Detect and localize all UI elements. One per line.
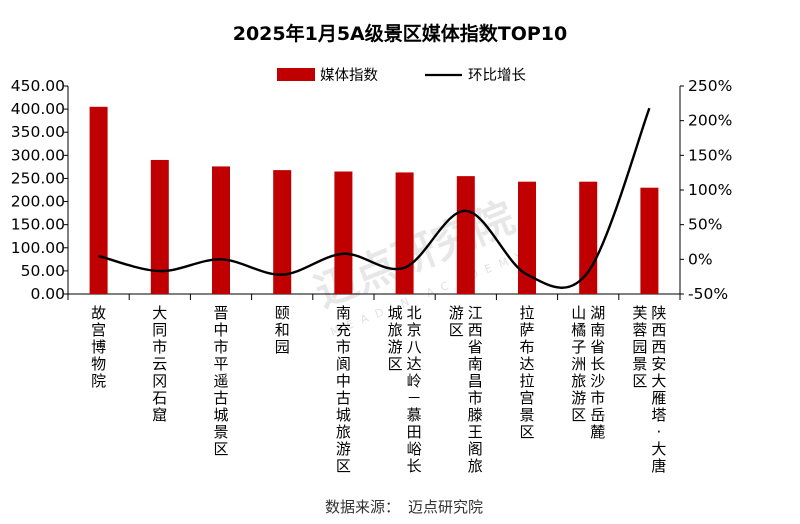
category-labels: 故宫博物院 大同市云冈石窟 晋中市平遥古城景区 颐和园 南充市阆中古城旅游区 北京八达岭－… [91,304,666,475]
category-label: 拉萨布达拉宫景区 [519,304,534,441]
category-label: 南充市阆中古城旅游区 [336,304,351,475]
category-label-column: 湖南省长沙市岳麓 [590,304,605,441]
right-axis-tick-label: 150% [688,146,732,164]
right-axis-tick-label: 0% [688,250,713,268]
category-label-column: 南充市阆中古城旅游区 [336,304,351,475]
category-label: 颐和园 [275,304,290,356]
right-axis-ticks: -50% 0% 50% 100% 150% 200% 250% [680,77,732,303]
left-axis-tick-label: 250.00 [11,169,65,187]
left-axis-tick-label: 100.00 [11,239,65,257]
bar [273,170,292,294]
category-label-column: 拉萨布达拉宫景区 [519,304,534,441]
category-label: 故宫博物院 [91,304,106,390]
right-axis-tick-label: 100% [688,181,732,199]
bar [89,106,108,294]
legend-bar-label: 媒体指数 [320,67,378,84]
bar [334,171,353,294]
category-label-column: 芙蓉园景区 [632,304,647,390]
right-axis-tick-label: 250% [688,77,732,95]
source-name: 迈点研究院 [408,498,483,516]
category-label-column: 城旅游区 [388,304,403,373]
left-axis-tick-label: 400.00 [11,100,65,118]
category-label-column: 游区 [449,304,464,339]
right-axis-tick-label: -50% [688,285,728,303]
left-axis-tick-label: 50.00 [21,262,65,280]
legend-line-label: 环比增长 [468,67,526,84]
bar [150,159,169,294]
bar [518,181,536,294]
category-label-column: 大同市云冈石窟 [152,304,167,424]
category-label: 晋中市平遥古城景区 [213,304,228,458]
bar-series [89,106,659,294]
left-axis-tick-label: 300.00 [11,146,65,164]
bar [212,166,230,294]
category-label: 大同市云冈石窟 [152,304,167,424]
category-label-column: 晋中市平遥古城景区 [213,304,228,458]
bar [395,172,414,294]
left-axis-tick-label: 0.00 [30,285,65,303]
bar [579,181,598,294]
line-series [98,107,651,289]
bar [456,176,475,294]
category-label-column: 山橘子洲旅游区 [571,304,586,424]
left-axis-tick-label: 150.00 [11,216,65,234]
bar [640,187,659,294]
left-axis-tick-label: 350.00 [11,123,65,141]
growth-line [98,107,651,289]
legend: 媒体指数 环比增长 [277,67,526,84]
source-label: 数据来源： [325,498,400,516]
category-label-column: 颐和园 [275,304,290,356]
category-label-column: 江西省南昌市滕王阁旅 [468,304,483,475]
legend-bar-swatch [277,68,315,81]
category-label-column: 北京八达岭－慕田峪长 [407,304,422,475]
right-axis-tick-label: 200% [688,112,732,130]
right-axis-tick-label: 50% [688,216,722,234]
left-axis-tick-label: 450.00 [11,77,65,95]
chart-title: 2025年1月5A级景区媒体指数TOP10 [233,22,568,45]
left-axis-ticks: 0.00 50.00 100.00 150.00 200.00 250.00 300.00 3… [11,77,68,303]
category-label-column: 陕西西安大雁塔·大唐 [651,304,666,475]
category-label-column: 故宫博物院 [91,304,106,390]
left-axis-tick-label: 200.00 [11,193,65,211]
